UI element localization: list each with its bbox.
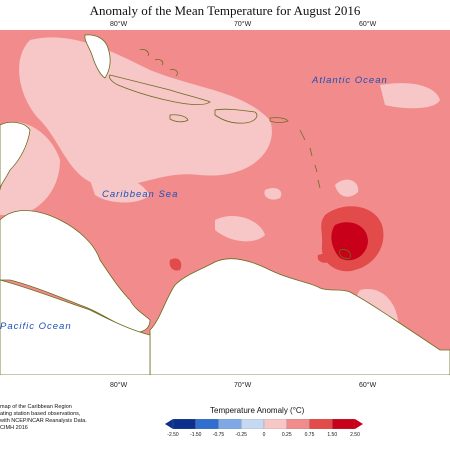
yucatan: [0, 121, 31, 191]
legend-tick-label: -0.25: [235, 432, 247, 438]
legend-swatch: [172, 419, 196, 429]
lon-label-bottom-60w: 60°W: [359, 382, 377, 389]
lon-label-bottom-70w: 70°W: [234, 382, 252, 389]
legend-tick-label: 0: [262, 432, 266, 438]
lon-label-top-70w: 70°W: [234, 21, 252, 28]
weak-anomaly-zones: [0, 37, 440, 349]
map-title: Anomaly of the Mean Temperature for Augu…: [89, 3, 361, 18]
label-pacific-ocean: Pacific Ocean: [0, 321, 72, 332]
trinidad: [339, 249, 351, 259]
legend-tick-label: -2.50: [167, 432, 179, 438]
label-caribbean-sea: Caribbean Sea: [102, 189, 179, 200]
legend-title: Temperature Anomaly (°C): [210, 406, 305, 415]
legend-arrow-low: [165, 419, 173, 429]
florida-peninsula: [84, 34, 111, 79]
cuba: [109, 74, 211, 106]
legend-swatch: [332, 419, 356, 429]
legend-arrow-high: [355, 419, 363, 429]
lon-label-bottom-80w: 80°W: [110, 382, 128, 389]
legend-swatch: [309, 419, 333, 429]
legend-tick-label: 0.25: [281, 432, 292, 438]
strong-anomaly-zones: [169, 206, 384, 272]
pacific-coast: [0, 279, 151, 375]
central-america: [0, 210, 151, 333]
credits-text: map of the Caribbean Region ating statio…: [0, 404, 87, 432]
legend-swatch: [241, 419, 265, 429]
land: [0, 30, 450, 375]
hispaniola: [214, 108, 258, 124]
legend-ticks: -2.50 -1.50 -0.75 -0.25 0 0.25 0.75 1.50 2.50: [165, 432, 363, 440]
lon-label-top-80w: 80°W: [110, 21, 128, 28]
credits-line: map of the Caribbean Region: [0, 404, 72, 410]
legend-swatch: [218, 419, 242, 429]
credits-line: with NCEP/NCAR Reanalysis Data.: [0, 418, 87, 424]
credits-line: CIMH 2016: [0, 425, 28, 431]
bahamas: [139, 49, 178, 77]
legend-tick-label: 2.50: [350, 432, 360, 438]
legend-swatch: [195, 419, 219, 429]
legend-tick-label: 0.75: [304, 432, 315, 438]
lon-label-top-60w: 60°W: [359, 21, 377, 28]
south-america: [149, 258, 450, 375]
legend-swatch: [263, 419, 287, 429]
credits-line: ating station based observations,: [0, 411, 81, 417]
legend-swatch: [286, 419, 310, 429]
islands: [109, 49, 351, 259]
jamaica: [169, 114, 189, 123]
puerto-rico: [269, 117, 289, 123]
legend-tick-label: -1.50: [190, 432, 202, 438]
lesser-antilles: [299, 129, 321, 189]
legend-tick-label: -0.75: [212, 432, 225, 438]
anomaly-map: [0, 30, 450, 375]
legend-tick-label: 1.50: [327, 432, 338, 438]
label-atlantic-ocean: Atlantic Ocean: [312, 75, 388, 86]
legend-colorbar: [165, 419, 363, 429]
